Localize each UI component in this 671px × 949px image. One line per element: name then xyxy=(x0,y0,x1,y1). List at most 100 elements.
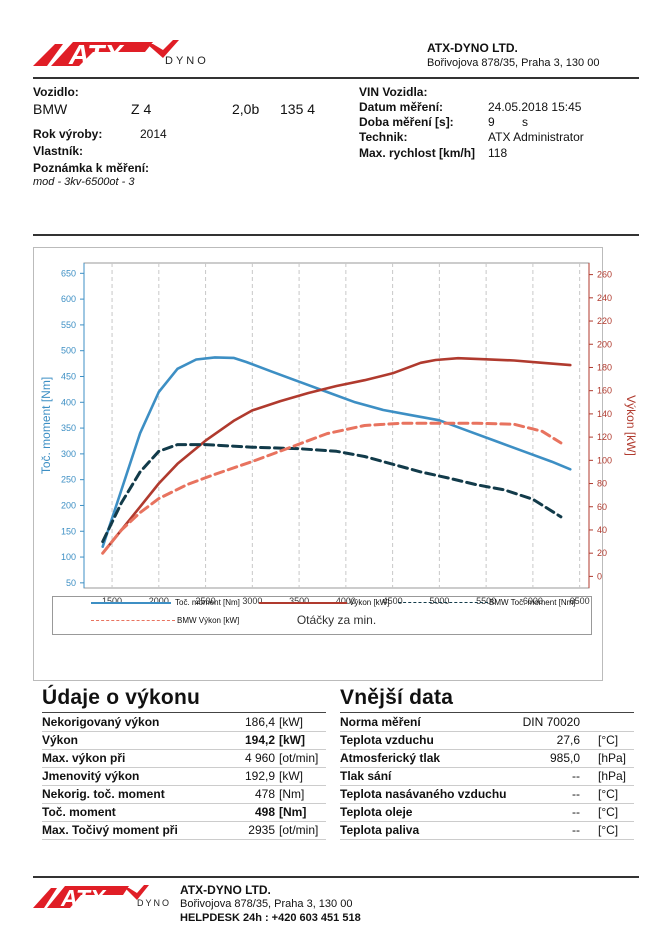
y-left-tick-label: 250 xyxy=(61,475,76,485)
performance-title: Údaje o výkonu xyxy=(42,686,201,709)
y-right-tick-label: 240 xyxy=(597,293,612,303)
y-left-tick-label: 200 xyxy=(61,500,76,510)
y-left-tick-label: 300 xyxy=(61,449,76,459)
year-value: 2014 xyxy=(140,127,167,141)
ext-label-5: Teplota oleje xyxy=(340,805,413,819)
ext-value-3: -- xyxy=(572,769,580,783)
perf-label-1: Výkon xyxy=(42,733,79,747)
x-axis-label: Otáčky za min. xyxy=(297,613,376,627)
y-right-tick-label: 80 xyxy=(597,479,607,489)
header-address: Bořivojova 878/35, Praha 3, 130 00 xyxy=(427,57,600,69)
perf-unit-5: [Nm] xyxy=(279,805,307,819)
perf-label-6: Max. Točivý moment při xyxy=(42,823,178,837)
y-left-tick-label: 500 xyxy=(61,346,76,356)
perf-row-divider xyxy=(42,749,326,750)
y-right-tick-label: 100 xyxy=(597,455,612,465)
y-right-tick-label: 220 xyxy=(597,316,612,326)
ext-value-6: -- xyxy=(572,823,580,837)
perf-label-4: Nekorig. toč. moment xyxy=(42,787,165,801)
perf-row-divider xyxy=(42,821,326,822)
y-right-tick-label: 60 xyxy=(597,502,607,512)
y-left-tick-label: 350 xyxy=(61,423,76,433)
x-tick-label: 1500 xyxy=(102,596,122,606)
series-line-0 xyxy=(101,356,572,549)
perf-value-2: 4 960 xyxy=(244,751,275,765)
atx-logo-icon: ATX DYNO xyxy=(33,39,206,70)
ext-row-divider xyxy=(340,767,634,768)
perf-label-0: Nekorigovaný výkon xyxy=(42,715,160,729)
ext-label-6: Teplota paliva xyxy=(340,823,420,837)
y-left-tick-label: 150 xyxy=(61,526,76,536)
x-tick-label: 5500 xyxy=(476,596,496,606)
external-divider xyxy=(340,712,634,713)
ext-value-1: 27,6 xyxy=(556,733,580,747)
y-right-tick-label: 20 xyxy=(597,548,607,558)
x-tick-label: 6500 xyxy=(570,596,590,606)
footer-divider xyxy=(33,876,639,878)
legend-bmw-power: BMW Výkon [kW] xyxy=(177,616,240,625)
vehicle-model: Z 4 xyxy=(131,101,152,117)
x-tick-label: 5000 xyxy=(429,596,449,606)
y-right-tick-label: 0 xyxy=(597,571,602,581)
footer-company: ATX-DYNO LTD. xyxy=(180,883,271,897)
ext-value-2: 985,0 xyxy=(549,751,580,765)
perf-unit-3: [kW] xyxy=(279,769,303,783)
ext-row-divider xyxy=(340,839,634,840)
series-line-3 xyxy=(101,421,563,555)
footer-logo-dyno-text: DYNO xyxy=(137,898,171,908)
y-left-tick-label: 400 xyxy=(61,397,76,407)
note-value: mod - 3kv-6500ot - 3 xyxy=(33,176,135,188)
perf-value-3: 192,9 xyxy=(244,769,275,783)
perf-unit-6: [ot/min] xyxy=(279,823,319,837)
maxspeed-label: Max. rychlost [km/h] xyxy=(359,146,476,160)
perf-row-divider xyxy=(42,839,326,840)
x-tick-label: 3000 xyxy=(242,596,262,606)
legend-line-bmw-power xyxy=(91,620,175,621)
ext-label-2: Atmosferický tlak xyxy=(340,751,441,765)
x-tick-label: 2500 xyxy=(196,596,216,606)
performance-divider xyxy=(42,712,326,713)
chart-legend: Toč. moment [Nm] Výkon [kW] BMW Toč. mom… xyxy=(52,596,592,635)
ext-row-divider xyxy=(340,749,634,750)
header-company: ATX-DYNO LTD. xyxy=(427,41,518,55)
y-right-tick-label: 40 xyxy=(597,525,607,535)
y-left-tick-label: 550 xyxy=(61,320,76,330)
date-value: 24.05.2018 15:45 xyxy=(488,100,582,114)
footer-helpdesk: HELPDESK 24h : +420 603 451 518 xyxy=(180,912,361,924)
perf-unit-0: [kW] xyxy=(279,715,303,729)
perf-value-0: 186,4 xyxy=(244,715,275,729)
perf-value-1: 194,2 xyxy=(244,733,275,747)
ext-unit-3: [hPa] xyxy=(598,769,627,783)
y-right-tick-label: 120 xyxy=(597,432,612,442)
header-divider xyxy=(33,77,639,79)
header-logo: ATX DYNO xyxy=(33,36,213,72)
y-right-tick-label: 200 xyxy=(597,339,612,349)
perf-row-divider xyxy=(42,767,326,768)
note-label: Poznámka k měření: xyxy=(33,161,150,175)
tech-value: ATX Administrator xyxy=(488,130,584,144)
y-right-tick-label: 260 xyxy=(597,270,612,280)
perf-label-3: Jmenovitý výkon xyxy=(42,769,140,783)
y-right-axis-label: Výkon [kW] xyxy=(624,395,638,456)
x-tick-label: 2000 xyxy=(149,596,169,606)
ext-unit-6: [°C] xyxy=(598,823,619,837)
ext-unit-4: [°C] xyxy=(598,787,619,801)
ext-unit-1: [°C] xyxy=(598,733,619,747)
ext-label-1: Teplota vzduchu xyxy=(340,733,434,747)
ext-row-divider xyxy=(340,803,634,804)
x-tick-label: 3500 xyxy=(289,596,309,606)
perf-row-divider xyxy=(42,731,326,732)
owner-label: Vlastník: xyxy=(33,144,84,158)
ext-unit-5: [°C] xyxy=(598,805,619,819)
duration-value: 9 xyxy=(488,115,495,129)
ext-value-5: -- xyxy=(572,805,580,819)
ext-row-divider xyxy=(340,785,634,786)
footer-address: Bořivojova 878/35, Praha 3, 130 00 xyxy=(180,898,353,910)
duration-label: Doba měření [s]: xyxy=(359,115,454,129)
plot-area xyxy=(83,262,590,589)
y-left-tick-label: 650 xyxy=(61,268,76,278)
perf-unit-1: [kW] xyxy=(279,733,305,747)
x-tick-label: 4500 xyxy=(383,596,403,606)
legend-torque: Toč. moment [Nm] xyxy=(175,598,240,607)
ext-label-0: Norma měření xyxy=(340,715,421,729)
